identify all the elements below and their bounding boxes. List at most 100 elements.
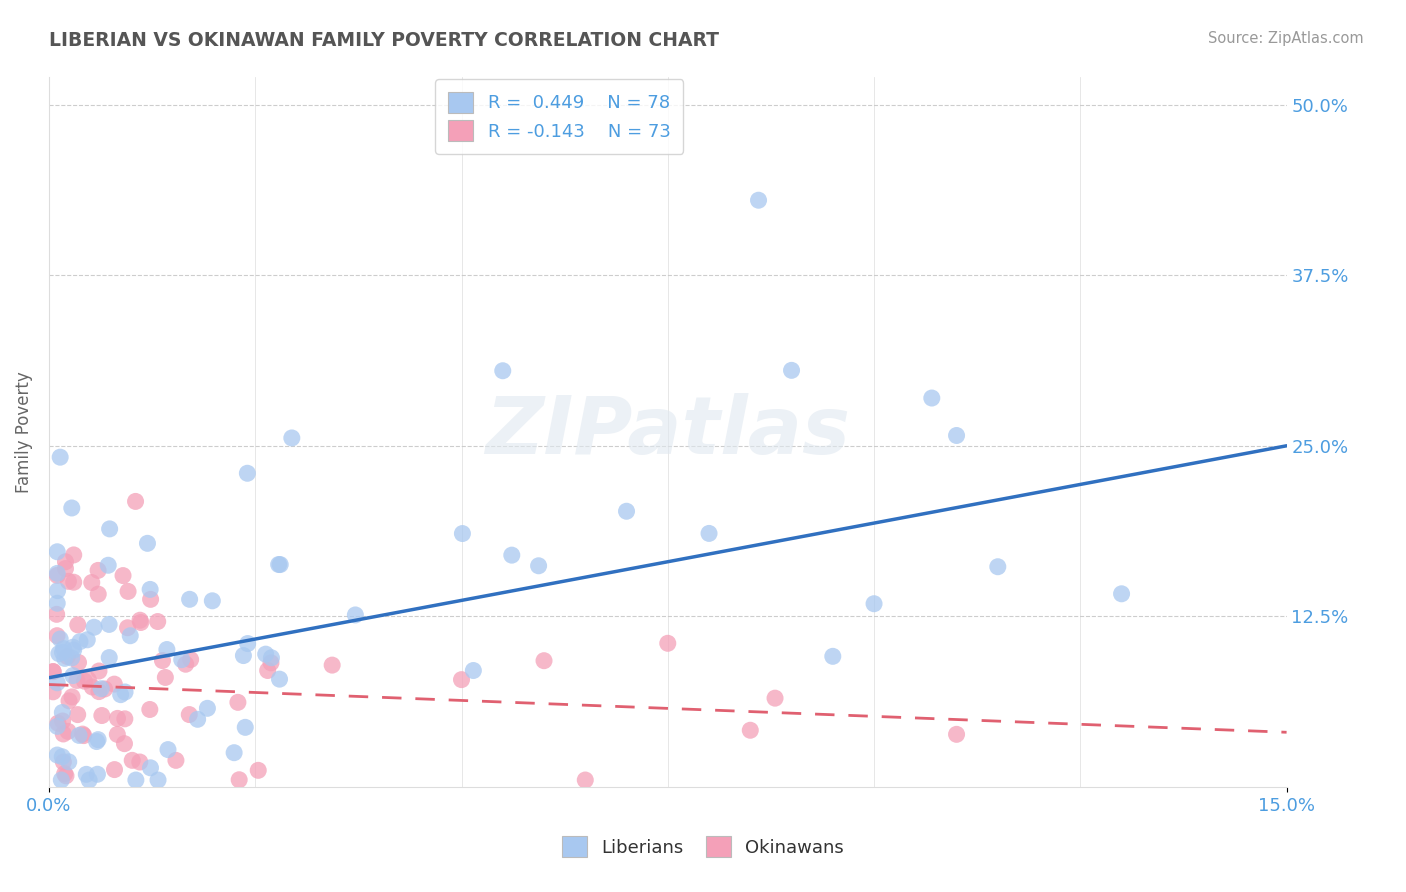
Point (73, 674, 96, 689)
Point (180, 652, 202, 666)
Point (156, 642, 179, 657)
Point (110, 688, 132, 702)
Point (75, 767, 97, 781)
Point (321, 658, 343, 673)
Point (60, 651, 83, 665)
Point (105, 727, 128, 741)
Point (281, 431, 304, 445)
Point (87, 732, 110, 747)
Point (121, 753, 143, 767)
Point (52, 641, 75, 656)
Point (254, 647, 277, 661)
Point (90, 708, 112, 723)
Point (763, 691, 786, 706)
Point (98, 650, 121, 665)
Point (49, 450, 72, 465)
Point (197, 701, 219, 715)
Point (139, 761, 162, 775)
Text: LIBERIAN VS OKINAWAN FAMILY POVERTY CORRELATION CHART: LIBERIAN VS OKINAWAN FAMILY POVERTY CORR… (49, 31, 720, 50)
Point (76, 632, 98, 647)
Point (46, 583, 69, 598)
Point (139, 582, 162, 597)
Point (51, 772, 73, 787)
Point (492, 364, 515, 378)
Point (42, 665, 65, 679)
Point (56, 724, 79, 739)
Point (114, 685, 136, 699)
Point (179, 592, 201, 607)
Point (117, 584, 139, 599)
Point (657, 636, 679, 650)
Point (156, 742, 179, 756)
Point (49, 632, 72, 646)
Point (98, 522, 121, 536)
Point (945, 428, 967, 442)
Point (187, 712, 209, 726)
Point (46, 716, 69, 731)
Point (165, 753, 187, 767)
Point (114, 712, 136, 726)
Point (73, 729, 96, 743)
Point (55, 769, 77, 783)
Point (46, 545, 69, 559)
Point (60, 690, 83, 704)
Point (863, 597, 886, 611)
Point (98, 617, 121, 632)
Point (53, 766, 76, 780)
Point (269, 672, 291, 686)
Point (780, 363, 803, 377)
Point (236, 467, 259, 481)
Point (93, 681, 115, 696)
Point (124, 494, 146, 508)
Point (228, 772, 250, 787)
Point (62, 575, 84, 590)
Legend: Liberians, Okinawans: Liberians, Okinawans (550, 823, 856, 870)
Point (527, 558, 550, 573)
Point (139, 592, 162, 607)
Point (58, 694, 80, 708)
Point (90, 681, 112, 696)
Y-axis label: Family Poverty: Family Poverty (15, 371, 32, 493)
Point (51, 706, 73, 720)
Point (51, 645, 73, 659)
Point (86, 734, 108, 748)
Point (58, 574, 80, 589)
Point (45, 607, 67, 622)
Point (260, 650, 283, 665)
Point (114, 737, 136, 751)
Point (52, 755, 75, 769)
Point (921, 391, 943, 405)
Point (533, 654, 555, 668)
Point (87, 563, 110, 577)
Point (55, 561, 77, 575)
Point (83, 620, 105, 634)
Point (46, 568, 69, 582)
Point (152, 654, 174, 668)
Point (82, 680, 104, 694)
Text: ZIPatlas: ZIPatlas (485, 393, 851, 471)
Point (56, 649, 79, 664)
Point (87, 587, 110, 601)
Point (66, 618, 89, 632)
Point (52, 714, 75, 728)
Point (740, 723, 762, 738)
Point (129, 615, 152, 630)
Point (66, 707, 89, 722)
Point (136, 536, 159, 550)
Legend: R =  0.449    N = 78, R = -0.143    N = 73: R = 0.449 N = 78, R = -0.143 N = 73 (436, 79, 683, 153)
Point (260, 656, 283, 670)
Point (66, 673, 89, 688)
Point (62, 643, 84, 657)
Point (501, 548, 523, 562)
Point (155, 670, 177, 684)
Point (256, 664, 278, 678)
Point (60, 500, 83, 515)
Point (344, 607, 367, 622)
Text: Source: ZipAtlas.com: Source: ZipAtlas.com (1208, 31, 1364, 46)
Point (697, 526, 720, 541)
Point (46, 675, 69, 690)
Point (62, 548, 84, 562)
Point (80, 575, 103, 590)
Point (46, 747, 69, 762)
Point (179, 707, 201, 722)
